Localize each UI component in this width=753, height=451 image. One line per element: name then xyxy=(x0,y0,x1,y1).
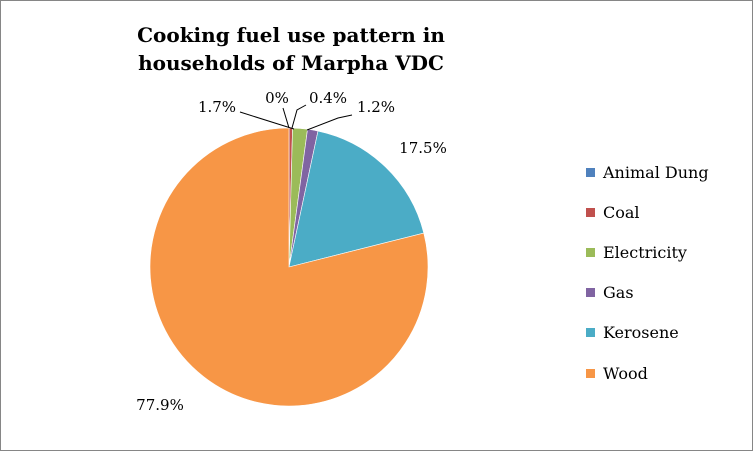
legend-swatch-gas xyxy=(586,288,595,298)
leader-line-animal-dung xyxy=(282,107,290,129)
data-labels: 0% 0.4% 1.7% 1.2% 17.5% 77.9% xyxy=(136,89,447,414)
legend-swatch-electricity xyxy=(586,247,595,257)
leader-line-electricity xyxy=(239,111,295,130)
legend-label-coal: Coal xyxy=(603,202,640,222)
legend-label-kerosene: Kerosene xyxy=(603,323,679,343)
legend-item-electricity: Electricity xyxy=(586,232,709,272)
pie-slices xyxy=(149,127,429,407)
legend-label-electricity: Electricity xyxy=(603,242,687,262)
legend-item-wood: Wood xyxy=(586,353,709,393)
data-label-kerosene: 17.5% xyxy=(399,139,447,157)
data-label-electricity: 1.7% xyxy=(198,98,236,116)
data-label-wood: 77.9% xyxy=(136,396,184,414)
legend: Animal Dung Coal Electricity Gas Kerosen… xyxy=(586,152,709,393)
legend-swatch-kerosene xyxy=(586,328,595,338)
data-label-animal-dung: 0% xyxy=(265,89,289,107)
leader-line-gas xyxy=(306,114,353,131)
legend-swatch-coal xyxy=(586,207,595,217)
legend-label-animal-dung: Animal Dung xyxy=(603,162,709,182)
legend-item-coal: Coal xyxy=(586,192,709,232)
chart-title: Cooking fuel use pattern in households o… xyxy=(137,23,445,75)
data-label-coal: 0.4% xyxy=(309,89,347,107)
legend-item-kerosene: Kerosene xyxy=(586,313,709,353)
legend-item-gas: Gas xyxy=(586,273,709,313)
legend-label-wood: Wood xyxy=(603,363,648,383)
pie-slice-wood xyxy=(149,127,429,407)
data-label-gas: 1.2% xyxy=(357,98,395,116)
leader-line-coal xyxy=(291,104,307,129)
pie-slice-kerosene xyxy=(288,130,425,268)
legend-item-animal-dung: Animal Dung xyxy=(586,152,709,192)
leader-lines xyxy=(239,104,353,131)
legend-label-gas: Gas xyxy=(603,283,634,303)
legend-swatch-animal-dung xyxy=(586,167,595,177)
legend-swatch-wood xyxy=(586,368,595,378)
